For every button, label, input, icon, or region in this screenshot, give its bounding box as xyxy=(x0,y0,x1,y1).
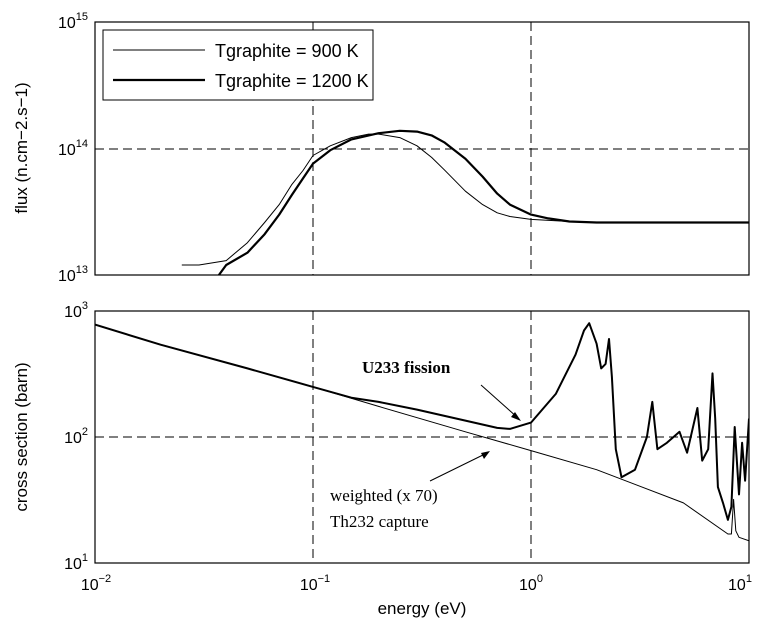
annotation-u233-arrow xyxy=(480,384,519,419)
flux-y-ticks: 1013 1014 1015 xyxy=(58,11,88,285)
xs-series-line-0 xyxy=(95,322,749,521)
annotation-th232-line1: weighted (x 70) xyxy=(330,486,438,505)
annotation-th232-line2: Th232 capture xyxy=(330,512,429,531)
flux-legend-label-900k: Tgraphite = 900 K xyxy=(215,41,359,61)
xs-ytick-label-2: 102 xyxy=(64,426,88,447)
flux-legend: Tgraphite = 900 K Tgraphite = 1200 K xyxy=(102,29,374,101)
xs-series-line-1 xyxy=(95,324,749,542)
xs-ytick-label-3: 103 xyxy=(64,300,88,321)
annotation-th232-arrow xyxy=(429,452,488,482)
flux-y-axis-label: flux (n.cm−2.s−1) xyxy=(12,82,31,213)
xs-annotations: U233 fission weighted (x 70) Th232 captu… xyxy=(330,358,521,531)
xs-panel: 101 102 103 10−2 10−1 100 101 energy (eV… xyxy=(12,300,752,618)
xs-y-ticks: 101 102 103 xyxy=(64,300,88,573)
xs-xtick-label-m1: 10−1 xyxy=(300,573,330,594)
xs-grid xyxy=(95,311,749,563)
xs-xtick-label-1: 101 xyxy=(728,573,752,594)
xs-x-ticks: 10−2 10−1 100 101 xyxy=(81,573,752,594)
annotation-th232-arrowhead xyxy=(481,451,490,459)
flux-legend-label-1200k: Tgraphite = 1200 K xyxy=(215,71,369,91)
xs-plot-frame xyxy=(94,310,750,564)
xs-ytick-label-1: 101 xyxy=(64,552,88,573)
flux-panel: 1013 1014 1015 flux (n.cm−2.s−1) Tgraphi… xyxy=(12,11,750,285)
xs-series-group xyxy=(95,322,749,542)
annotation-u233-fission: U233 fission xyxy=(362,358,451,377)
xs-x-axis-label: energy (eV) xyxy=(378,599,467,618)
annotation-u233-arrowhead xyxy=(511,412,521,421)
flux-ytick-label-14: 1014 xyxy=(58,138,88,159)
flux-ytick-label-13: 1013 xyxy=(58,264,88,285)
xs-y-axis-label: cross section (barn) xyxy=(12,362,31,511)
flux-series-line-1 xyxy=(218,129,749,275)
flux-series-line-0 xyxy=(181,133,749,266)
xs-xtick-label-0: 100 xyxy=(519,573,543,594)
flux-series-group xyxy=(181,129,749,275)
xs-xtick-label-m2: 10−2 xyxy=(81,573,111,594)
flux-ytick-label-15: 1015 xyxy=(58,11,88,32)
flux-legend-box xyxy=(102,29,374,101)
flux-plot-frame xyxy=(94,21,750,276)
